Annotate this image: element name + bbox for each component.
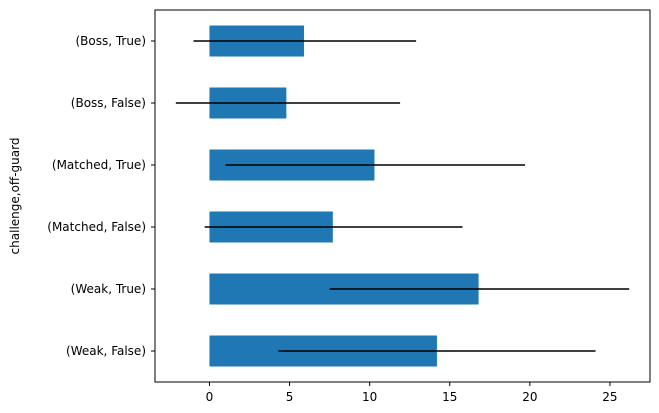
y-tick-label: (Boss, False) bbox=[71, 96, 146, 110]
x-tick-label: 15 bbox=[442, 390, 457, 404]
x-tick-label: 0 bbox=[206, 390, 214, 404]
y-tick-label: (Matched, False) bbox=[47, 220, 146, 234]
y-tick-label: (Weak, False) bbox=[66, 344, 146, 358]
y-tick-label: (Weak, True) bbox=[71, 282, 146, 296]
x-tick-label: 10 bbox=[362, 390, 377, 404]
error-bars-group bbox=[175, 40, 630, 352]
y-tick-label: (Matched, True) bbox=[52, 158, 146, 172]
y-tick-label: (Boss, True) bbox=[75, 34, 146, 48]
x-tick-label: 20 bbox=[522, 390, 537, 404]
y-axis-label: challenge,off-guard bbox=[8, 138, 22, 255]
x-tick-label: 5 bbox=[286, 390, 294, 404]
plot-frame bbox=[154, 9, 651, 383]
x-axis: 0 5 10 15 20 25 bbox=[206, 382, 618, 404]
y-axis: (Weak, False) (Weak, True) (Matched, False… bbox=[47, 34, 155, 358]
x-tick-label: 25 bbox=[602, 390, 617, 404]
